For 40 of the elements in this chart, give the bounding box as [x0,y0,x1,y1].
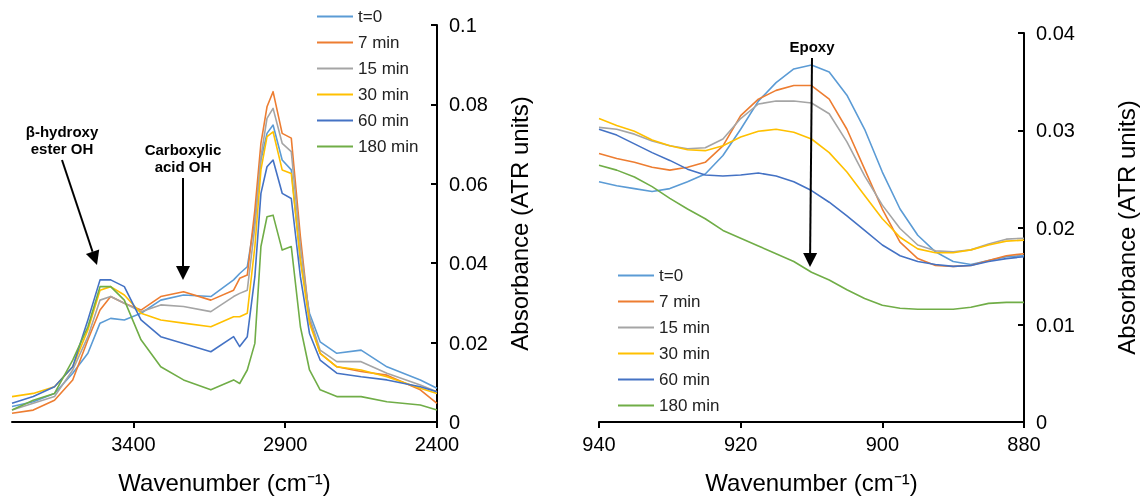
x-tick-label: 940 [582,433,616,455]
x-tick-label: 3400 [111,433,156,455]
y-axis-title: Absorbance (ATR units) [505,96,533,351]
x-tick-label: 2900 [262,433,308,455]
legend-label: 60 min [659,370,711,389]
annotation: β-hydroxy ester OH [24,123,100,157]
x-tick-label: 900 [865,433,900,455]
legend-label: 7 min [659,292,701,311]
y-tick-label: 0.04 [449,252,488,275]
legend-label: 30 min [358,85,410,104]
legend-label: 30 min [659,344,711,363]
x-tick-label: 880 [1007,433,1041,455]
y-tick-label: 0.02 [449,331,488,354]
legend-label: 15 min [358,59,410,78]
legend-label: 180 min [659,396,720,415]
y-tick-label: 0.02 [1036,216,1075,239]
x-axis-title: Wavenumber (cm⁻¹) [118,468,331,496]
y-tick-label: 0 [449,411,461,433]
annotation: Epoxy [788,38,836,55]
legend-label: 7 min [358,33,400,52]
legend-label: 180 min [358,137,419,156]
y-tick-label: 0.1 [449,14,477,36]
y-tick-label: 0.03 [1036,119,1075,142]
y-tick-label: 0.06 [449,172,488,195]
y-tick-label: 0.04 [1036,22,1075,44]
line-series [598,128,1025,268]
legend-label: 15 min [659,318,711,337]
y-tick-label: 0.01 [1036,313,1075,336]
y-tick-label: 0 [1036,411,1048,433]
line-series [11,214,438,411]
x-tick-label: 2400 [414,433,460,455]
legend-label: t=0 [659,266,684,285]
line-series [598,164,1025,310]
y-axis-title: Absorbance (ATR units) [1112,100,1140,355]
y-tick-label: 0.08 [449,93,488,116]
x-tick-label: 920 [723,433,758,455]
legend-label: t=0 [358,7,383,26]
legend-label: 60 min [358,111,410,130]
x-axis-title: Wavenumber (cm⁻¹) [705,468,918,496]
annotation: Carboxylic acid OH [143,141,223,175]
